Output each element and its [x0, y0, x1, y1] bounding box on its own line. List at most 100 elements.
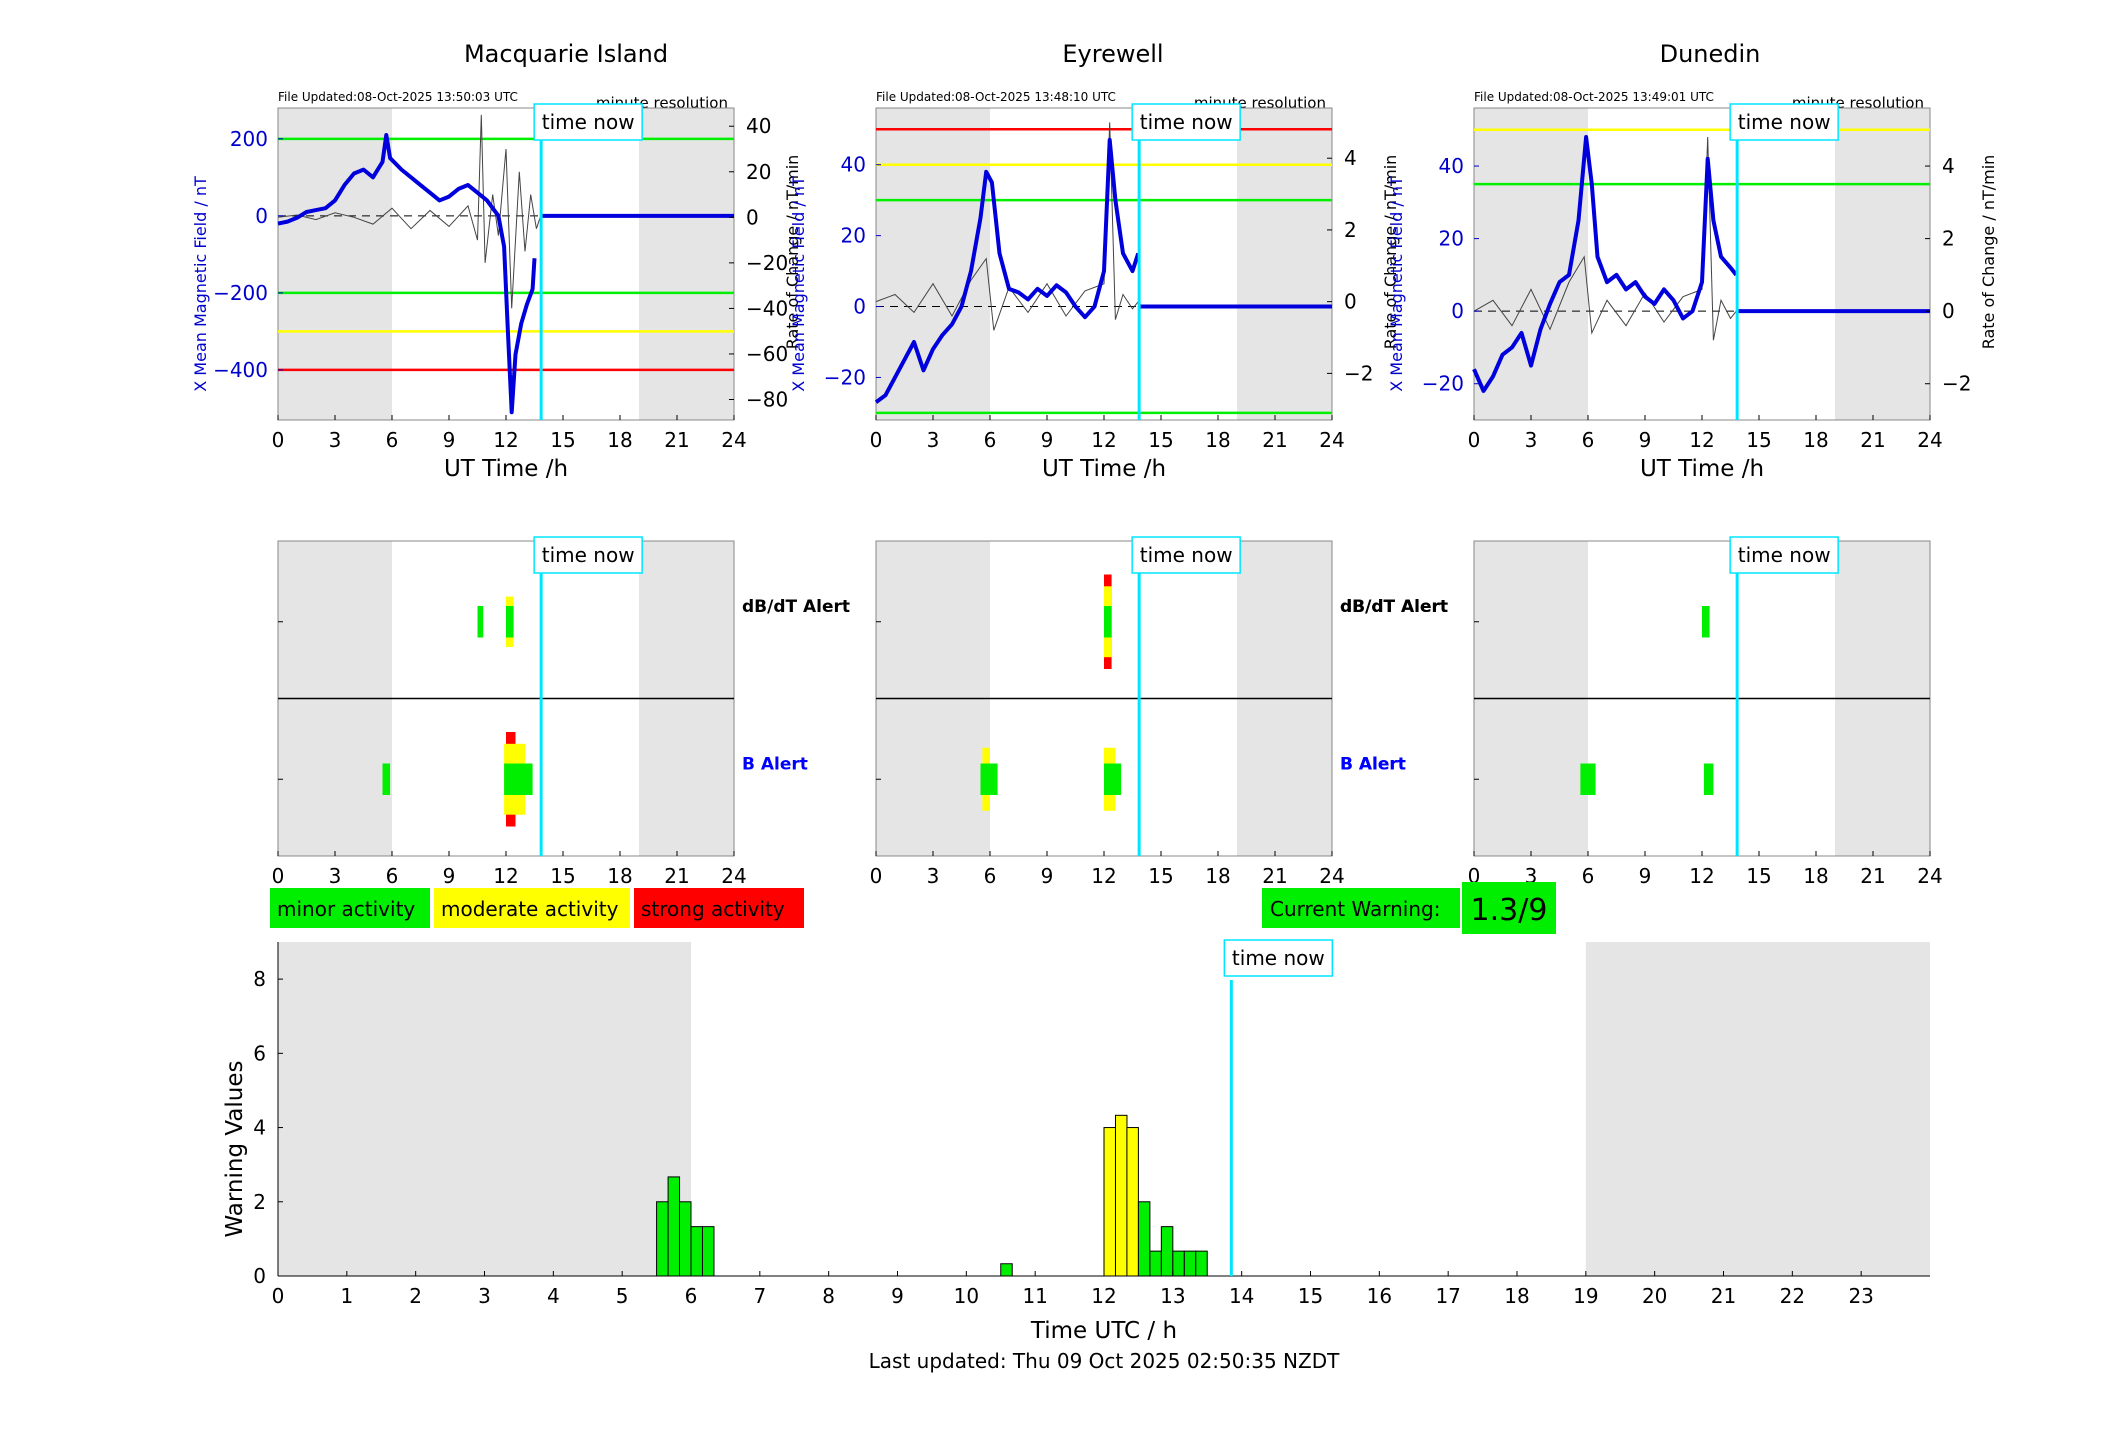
y-tick-label: 40 [841, 153, 866, 177]
x-tick-label: 1 [340, 1284, 353, 1308]
chart-title: Eyrewell [1062, 40, 1163, 68]
y-tick-label: −20 [1422, 372, 1464, 396]
x-tick-label: 6 [386, 428, 399, 452]
time-now-label-box [1223, 939, 1334, 977]
y-tick-label: −20 [824, 365, 866, 389]
y2-tick-label: −60 [746, 342, 788, 366]
x-tick-label: 24 [721, 864, 746, 888]
field-chart-mqi-field: Macquarie Island File Updated:08-Oct-2025… [191, 40, 802, 482]
rate-of-change-series [277, 114, 541, 309]
x-tick-label: 15 [1746, 428, 1771, 452]
y2-axis-label: Rate of Change / nT/min [1979, 155, 1998, 350]
x-tick-label: 12 [1091, 1284, 1116, 1308]
time-now-label-box [1729, 536, 1839, 574]
alert-block-green [504, 763, 533, 795]
time-now-label: time now [542, 543, 635, 567]
x-tick-label: 6 [1582, 864, 1595, 888]
x-tick-label: 18 [607, 428, 632, 452]
warning-bar-green [656, 1201, 669, 1277]
x-tick-label: 18 [1205, 428, 1230, 452]
y-tick-label: 6 [253, 1041, 266, 1065]
x-tick-label: 6 [984, 864, 997, 888]
time-now-label: time now [1738, 543, 1831, 567]
alert-block-green [382, 763, 391, 795]
alert-block-green [1104, 763, 1122, 795]
y-tick-label: 200 [230, 127, 268, 151]
x-tick-label: 21 [1860, 428, 1885, 452]
y2-tick-label: 0 [1344, 290, 1357, 314]
x-tick-label: 24 [1917, 428, 1942, 452]
x-tick-label: 3 [1525, 428, 1538, 452]
y-axis-label: Warning Values [222, 1060, 248, 1237]
alert-block-green [506, 606, 514, 638]
y2-axis-label: Rate of Change / nT/min [783, 155, 802, 350]
time-now-label-box [1131, 536, 1241, 574]
current-warning-value-box [1462, 882, 1556, 934]
x-tick-label: 21 [1262, 428, 1287, 452]
x-tick-label: 19 [1573, 1284, 1598, 1308]
warning-bar-green [701, 1226, 715, 1277]
x-tick-label: 9 [1041, 428, 1054, 452]
rate-of-change-series [1473, 137, 1737, 341]
y-tick-label: 2 [253, 1190, 266, 1214]
y-tick-label: 4 [253, 1116, 266, 1140]
time-now-label: time now [1232, 946, 1325, 970]
alert-block-green [1580, 763, 1596, 795]
night-band [1237, 108, 1332, 420]
x-axis-label: Time UTC / h [1030, 1318, 1177, 1344]
x-tick-label: 18 [1504, 1284, 1529, 1308]
x-axis-label: UT Time /h [444, 456, 568, 482]
x-tick-label: 12 [1091, 864, 1116, 888]
magnetic-field-series [874, 137, 1141, 404]
alert-chart-eyr-alerts: 0 3 6 9 12 15 18 21 24 dB/dT Alert B Alert [870, 536, 1448, 888]
x-tick-label: 6 [984, 428, 997, 452]
x-tick-label: 6 [685, 1284, 698, 1308]
x-tick-label: 24 [1319, 864, 1344, 888]
file-updated-text: File Updated:08-Oct-2025 13:50:03 UTC [278, 90, 518, 104]
current-warning-label-box [1262, 888, 1460, 928]
x-tick-label: 9 [443, 864, 456, 888]
x-tick-label: 3 [927, 864, 940, 888]
alert-block-green [1702, 606, 1710, 638]
alert-block-green [1104, 606, 1112, 638]
x-tick-label: 6 [386, 864, 399, 888]
time-now-label-box [1131, 103, 1241, 141]
x-tick-label: 21 [1262, 864, 1287, 888]
x-tick-label: 5 [616, 1284, 629, 1308]
x-tick-label: 15 [1148, 428, 1173, 452]
y2-tick-label: 2 [1344, 218, 1357, 242]
warning-bar-green [1195, 1250, 1208, 1277]
b-alert-label: B Alert [742, 754, 808, 774]
x-tick-label: 22 [1780, 1284, 1805, 1308]
last-updated-text: Last updated: Thu 09 Oct 2025 02:50:35 N… [869, 1349, 1340, 1373]
dbdt-alert-label: dB/dT Alert [1340, 597, 1448, 617]
x-tick-label: 4 [547, 1284, 560, 1308]
b-alert-label: B Alert [1340, 754, 1406, 774]
file-updated-text: File Updated:08-Oct-2025 13:49:01 UTC [1474, 90, 1714, 104]
warning-bar-green [1172, 1250, 1185, 1277]
legend-swatch-0 [270, 888, 430, 928]
magnetic-field-series [277, 132, 537, 415]
x-tick-label: 15 [1298, 1284, 1323, 1308]
x-tick-label: 0 [870, 428, 883, 452]
current-warning-label: Current Warning: [1270, 897, 1440, 921]
x-tick-label: 24 [1319, 428, 1344, 452]
x-tick-label: 0 [870, 864, 883, 888]
x-tick-label: 24 [1917, 864, 1942, 888]
y-axis-label: X Mean Magnetic Field / nT [789, 176, 808, 392]
x-tick-label: 15 [1746, 864, 1771, 888]
night-band [639, 108, 734, 420]
night-band [278, 942, 691, 1276]
warning-bar-green [667, 1176, 681, 1277]
y-tick-label: 8 [253, 967, 266, 991]
night-band [1585, 942, 1930, 1276]
warning-bar-green [1137, 1201, 1151, 1277]
x-tick-label: 20 [1642, 1284, 1667, 1308]
alert-block-green [1703, 763, 1714, 795]
x-tick-label: 9 [1041, 864, 1054, 888]
x-tick-label: 11 [1022, 1284, 1047, 1308]
y-tick-label: −200 [213, 281, 268, 305]
warning-bar-green [1000, 1263, 1013, 1277]
x-tick-label: 18 [1803, 864, 1828, 888]
